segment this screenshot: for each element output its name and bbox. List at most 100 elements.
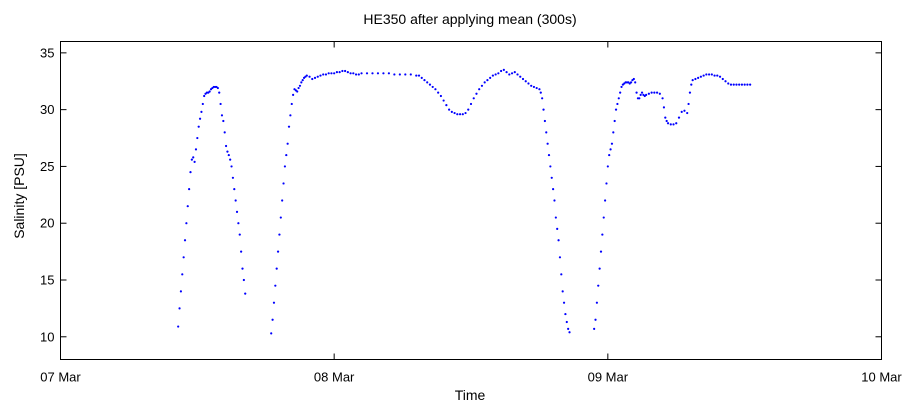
data-point [442, 99, 445, 102]
y-tick-label: 30 [40, 102, 54, 117]
data-point [735, 83, 738, 86]
data-point [448, 108, 451, 111]
data-point [360, 72, 363, 75]
data-point [699, 75, 702, 78]
data-point [661, 97, 664, 100]
data-point [597, 284, 600, 287]
data-point [688, 91, 692, 94]
data-point [647, 92, 650, 95]
data-point [530, 84, 533, 87]
data-point [532, 85, 536, 89]
data-point [718, 75, 722, 78]
data-point [677, 116, 681, 119]
data-point [546, 142, 549, 145]
data-point [461, 113, 464, 116]
data-point [527, 82, 530, 85]
x-tick-label: 09 Mar [588, 370, 629, 385]
data-point [439, 94, 442, 98]
data-point [635, 91, 638, 94]
data-point [237, 222, 240, 225]
data-point [226, 150, 229, 153]
data-point [333, 72, 336, 75]
data-point [285, 153, 288, 157]
data-point [203, 94, 206, 98]
data-point [547, 153, 551, 157]
data-point [601, 233, 604, 236]
data-point [338, 71, 341, 74]
data-point [219, 102, 222, 106]
data-point [341, 69, 344, 73]
data-point [192, 156, 195, 159]
data-point [197, 125, 200, 128]
data-point [238, 233, 241, 236]
data-point [240, 250, 243, 253]
data-point [612, 131, 615, 134]
data-point [224, 144, 228, 148]
data-point [235, 210, 239, 213]
data-point [216, 86, 219, 90]
data-point [398, 73, 401, 76]
data-point [640, 91, 644, 94]
data-point [450, 110, 453, 114]
data-point [713, 74, 716, 77]
data-point [710, 73, 713, 76]
data-point [437, 91, 440, 94]
data-point [475, 92, 478, 95]
data-point [486, 79, 489, 82]
data-point [305, 74, 308, 77]
data-point [453, 111, 456, 115]
data-point [420, 76, 423, 79]
data-point [500, 69, 503, 73]
x-axis-label: Time [455, 387, 486, 403]
data-point [553, 199, 556, 202]
data-point [281, 199, 284, 202]
data-point [393, 73, 396, 76]
y-tick-label: 20 [40, 216, 54, 231]
data-point [558, 256, 562, 259]
y-tick-label: 25 [40, 159, 54, 174]
data-point [467, 108, 470, 111]
data-point [665, 119, 668, 123]
data-point [220, 114, 224, 117]
data-point [349, 72, 352, 75]
data-point [431, 85, 434, 89]
data-point [549, 165, 552, 168]
data-point [242, 278, 245, 282]
data-point [669, 123, 672, 126]
data-point [634, 81, 637, 84]
data-point [352, 72, 355, 75]
data-point [478, 88, 481, 91]
data-point [605, 182, 608, 185]
data-point [483, 81, 486, 84]
data-point [539, 91, 542, 94]
data-point [666, 122, 670, 125]
data-point [543, 119, 546, 123]
axis-ticks: 07 Mar 08 Mar 09 Mar 10 Mar 10 15 20 25 30 35 [40, 41, 902, 385]
data-point [274, 284, 277, 287]
data-point [619, 91, 622, 94]
data-point [556, 227, 559, 230]
data-point [672, 123, 675, 126]
data-point [510, 72, 514, 75]
data-point [322, 73, 325, 76]
data-point [298, 84, 302, 87]
data-point [645, 93, 648, 96]
data-point [472, 97, 475, 100]
data-point [290, 102, 293, 106]
data-point [740, 83, 744, 86]
data-point [497, 72, 500, 75]
data-point [562, 301, 566, 304]
data-point [489, 76, 492, 79]
data-point [508, 73, 511, 76]
data-point [541, 97, 544, 100]
data-point [617, 97, 620, 100]
y-tick-label: 15 [40, 273, 54, 288]
data-point [609, 148, 612, 151]
data-point [346, 71, 349, 74]
data-point [550, 176, 553, 179]
data-point [494, 73, 497, 76]
data-point [200, 110, 203, 114]
plot-frame [60, 41, 882, 360]
data-point [230, 165, 233, 168]
chart-title: HE350 after applying mean (300s) [363, 11, 576, 27]
